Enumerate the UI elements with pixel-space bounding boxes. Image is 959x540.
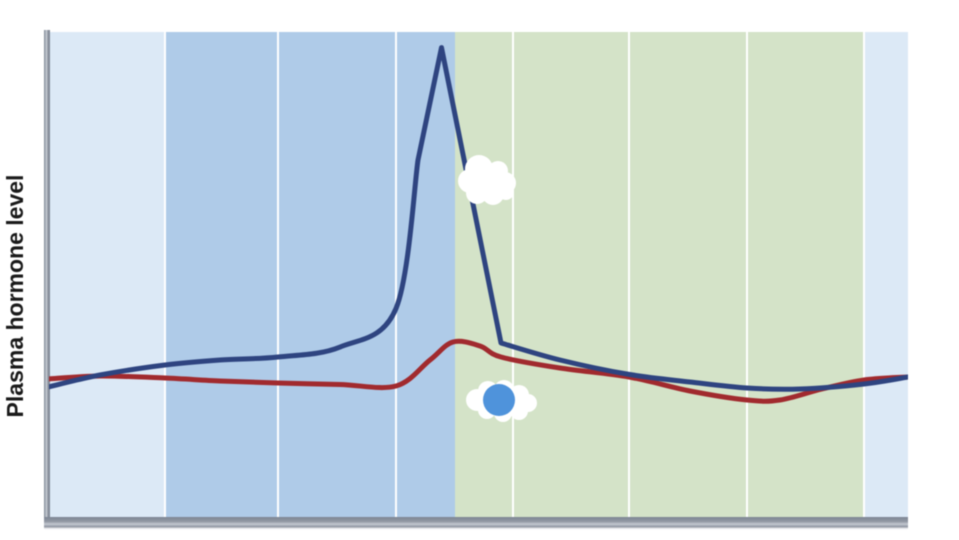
svg-text:Plasma hormone level: Plasma hormone level — [2, 175, 28, 418]
